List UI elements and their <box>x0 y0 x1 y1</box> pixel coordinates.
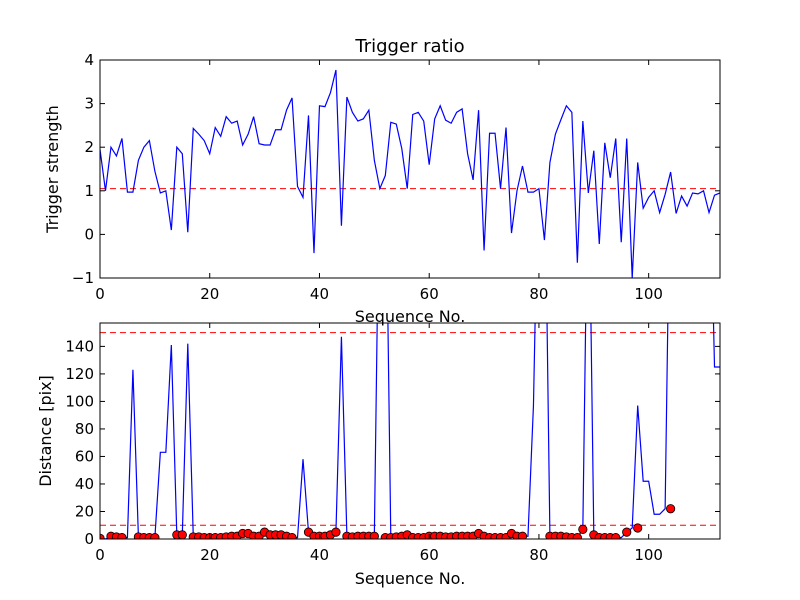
data-point <box>633 523 643 533</box>
x-tick-label: 100 <box>634 285 663 303</box>
x-tick-label: 40 <box>310 546 329 564</box>
bottom-plot-frame <box>99 322 721 540</box>
y-tick-label: 4 <box>84 51 94 69</box>
top-plot-frame <box>99 59 721 279</box>
x-tick-label: 40 <box>310 285 329 303</box>
y-tick-label: 0 <box>84 225 94 243</box>
x-tick-label: 20 <box>200 546 219 564</box>
bottom-plot-data <box>100 323 720 539</box>
bottom-plot: 0 20 40 60 80 100 0 20 40 60 80 100 120 140 Sequence … <box>36 322 721 588</box>
top-plot-xlabel: Sequence No. <box>355 307 466 326</box>
data-point <box>622 527 632 537</box>
data-point <box>666 504 676 514</box>
x-tick-label: 80 <box>529 285 548 303</box>
x-tick-label: 80 <box>529 546 548 564</box>
data-point <box>150 533 160 539</box>
y-tick-label: 20 <box>75 502 94 520</box>
y-tick-label: 120 <box>65 365 94 383</box>
data-point <box>578 524 588 534</box>
data-point <box>517 531 528 539</box>
data-point <box>369 531 379 539</box>
x-tick-label: 0 <box>95 546 105 564</box>
series-line <box>100 69 720 278</box>
data-point <box>572 533 582 539</box>
x-tick-label: 20 <box>200 285 219 303</box>
x-tick-label: 60 <box>420 285 439 303</box>
bottom-plot-xlabel: Sequence No. <box>355 569 466 588</box>
x-tick-label: 60 <box>420 546 439 564</box>
y-tick-label: 140 <box>65 337 94 355</box>
y-tick-label: 60 <box>75 447 94 465</box>
bottom-plot-ylabel: Distance [pix] <box>36 375 55 487</box>
y-tick-label: 100 <box>65 392 94 410</box>
top-plot-data <box>100 69 720 278</box>
data-point <box>611 533 621 539</box>
data-point <box>287 533 297 539</box>
top-plot-ylabel: Trigger strength <box>43 105 62 234</box>
top-plot-title: Trigger ratio <box>354 36 464 57</box>
x-tick-label: 0 <box>95 285 105 303</box>
data-point <box>331 527 341 537</box>
data-point <box>177 530 187 539</box>
y-tick-label: −1 <box>72 269 94 287</box>
y-tick-label: 1 <box>84 182 94 200</box>
data-point <box>117 533 127 539</box>
bottom-plot-ticks: 0 20 40 60 80 100 0 20 40 60 80 100 120 140 <box>65 323 720 564</box>
y-tick-label: 40 <box>75 475 94 493</box>
x-tick-label: 100 <box>634 546 663 564</box>
y-tick-label: 2 <box>84 138 94 156</box>
y-tick-label: 3 <box>84 95 94 113</box>
y-tick-label: 80 <box>75 420 94 438</box>
y-tick-label: 0 <box>84 530 94 548</box>
